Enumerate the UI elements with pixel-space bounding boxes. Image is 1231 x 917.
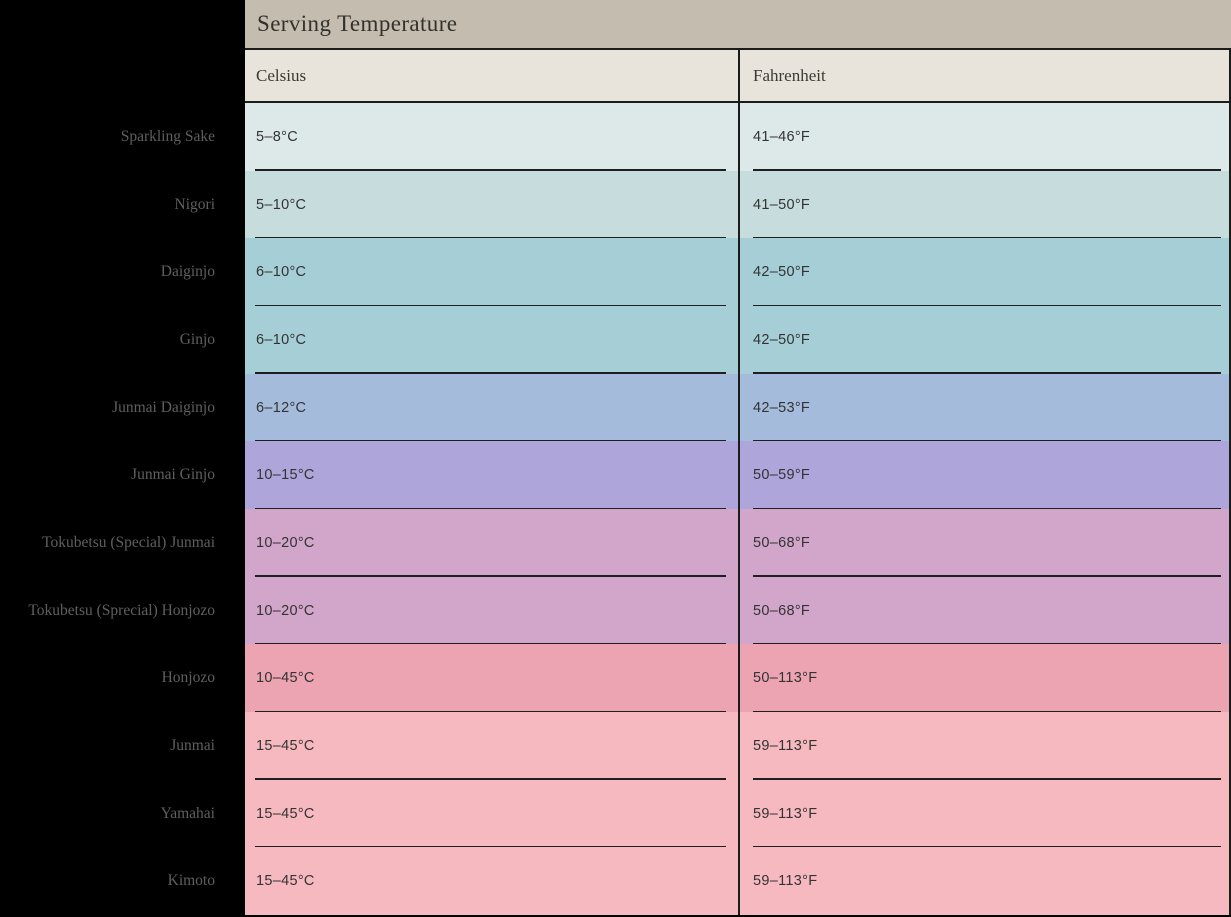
row-label-daiginjo: Daiginjo bbox=[160, 263, 215, 281]
row-label-nigori: Nigori bbox=[174, 195, 215, 213]
row-label-honjozo: Honjozo bbox=[161, 669, 215, 687]
fahrenheit-cell: 59–113°F bbox=[740, 847, 1229, 915]
celsius-value: 6–10°C bbox=[256, 264, 307, 281]
row-label-junmai-daiginjo: Junmai Daiginjo bbox=[112, 398, 215, 416]
table-row-yamahai: 15–45°C 59–113°F bbox=[245, 779, 1231, 848]
row-label-junmai: Junmai bbox=[170, 736, 215, 754]
celsius-value: 6–10°C bbox=[256, 331, 307, 348]
table-row-ginjo: 6–10°C 42–50°F bbox=[245, 306, 1231, 374]
celsius-cell: 15–45°C bbox=[245, 847, 740, 916]
sidebar-spacer bbox=[0, 0, 245, 103]
fahrenheit-cell: 42–50°F bbox=[740, 306, 1229, 374]
fahrenheit-cell: 59–113°F bbox=[740, 712, 1229, 780]
table-rows: 5–8°C 41–46°F 5–10°C 41–50°F 6–10°C 42–50°F 6–… bbox=[245, 103, 1231, 916]
table-row-nigori: 5–10°C 41–50°F bbox=[245, 170, 1231, 239]
fahrenheit-value: 50–68°F bbox=[753, 602, 811, 619]
fahrenheit-value: 41–50°F bbox=[753, 196, 811, 213]
celsius-cell: 10–45°C bbox=[245, 644, 740, 713]
fahrenheit-cell: 59–113°F bbox=[740, 780, 1229, 848]
fahrenheit-cell: 50–59°F bbox=[740, 441, 1229, 509]
celsius-value: 6–12°C bbox=[256, 399, 307, 416]
table-row-junmai-ginjo: 10–15°C 50–59°F bbox=[245, 441, 1231, 510]
table-row-kimoto: 15–45°C 59–113°F bbox=[245, 847, 1231, 916]
celsius-cell: 6–12°C bbox=[245, 373, 740, 442]
table-row-tokubetsu-sprecial-honjozo: 10–20°C 50–68°F bbox=[245, 576, 1231, 645]
row-label-junmai-ginjo: Junmai Ginjo bbox=[131, 466, 215, 484]
celsius-cell: 6–10°C bbox=[245, 238, 740, 307]
row-labels-list: Sparkling Sake Nigori Daiginjo Ginjo Junmai … bbox=[0, 103, 245, 915]
fahrenheit-value: 50–113°F bbox=[753, 670, 818, 687]
row-label-tokubetsu-special-junmai: Tokubetsu (Special) Junmai bbox=[42, 533, 215, 551]
fahrenheit-value: 59–113°F bbox=[753, 737, 818, 754]
fahrenheit-cell: 50–68°F bbox=[740, 509, 1229, 577]
celsius-cell: 6–10°C bbox=[245, 306, 740, 374]
fahrenheit-cell: 41–46°F bbox=[740, 103, 1229, 171]
fahrenheit-value: 50–68°F bbox=[753, 534, 811, 551]
celsius-cell: 15–45°C bbox=[245, 779, 740, 848]
fahrenheit-value: 42–53°F bbox=[753, 399, 811, 416]
table-row-sparkling-sake: 5–8°C 41–46°F bbox=[245, 103, 1231, 171]
celsius-value: 15–45°C bbox=[256, 737, 315, 754]
row-label-tokubetsu-sprecial-honjozo: Tokubetsu (Sprecial) Honjozo bbox=[28, 601, 215, 619]
row-label-ginjo: Ginjo bbox=[179, 330, 215, 348]
celsius-cell: 5–10°C bbox=[245, 170, 740, 239]
fahrenheit-value: 42–50°F bbox=[753, 264, 811, 281]
celsius-cell: 10–20°C bbox=[245, 509, 740, 577]
fahrenheit-cell: 42–53°F bbox=[740, 374, 1229, 442]
celsius-value: 5–8°C bbox=[256, 128, 298, 145]
celsius-value: 5–10°C bbox=[256, 196, 307, 213]
table-row-daiginjo: 6–10°C 42–50°F bbox=[245, 238, 1231, 307]
page-title: Serving Temperature bbox=[257, 11, 458, 36]
title-bar: Serving Temperature bbox=[245, 0, 1231, 50]
column-header-fahrenheit: Fahrenheit bbox=[740, 50, 1229, 101]
row-label-kimoto: Kimoto bbox=[167, 872, 215, 890]
celsius-value: 15–45°C bbox=[256, 805, 315, 822]
table-row-junmai-daiginjo: 6–12°C 42–53°F bbox=[245, 373, 1231, 442]
celsius-cell: 15–45°C bbox=[245, 712, 740, 780]
fahrenheit-cell: 42–50°F bbox=[740, 238, 1229, 306]
table-row-junmai: 15–45°C 59–113°F bbox=[245, 712, 1231, 780]
row-label-yamahai: Yamahai bbox=[160, 804, 215, 822]
fahrenheit-cell: 50–68°F bbox=[740, 577, 1229, 645]
fahrenheit-cell: 41–50°F bbox=[740, 171, 1229, 239]
fahrenheit-value: 41–46°F bbox=[753, 128, 811, 145]
row-label-sparkling-sake: Sparkling Sake bbox=[120, 127, 215, 145]
row-labels-sidebar: Sparkling Sake Nigori Daiginjo Ginjo Junmai … bbox=[0, 0, 245, 917]
celsius-value: 15–45°C bbox=[256, 873, 315, 890]
fahrenheit-value: 50–59°F bbox=[753, 467, 811, 484]
column-header-celsius: Celsius bbox=[245, 50, 740, 101]
fahrenheit-value: 59–113°F bbox=[753, 873, 818, 890]
column-headers-row: Celsius Fahrenheit bbox=[245, 50, 1231, 103]
celsius-cell: 5–8°C bbox=[245, 103, 740, 171]
table-row-tokubetsu-special-junmai: 10–20°C 50–68°F bbox=[245, 509, 1231, 577]
celsius-cell: 10–15°C bbox=[245, 441, 740, 510]
fahrenheit-value: 42–50°F bbox=[753, 331, 811, 348]
column-header-fahrenheit-label: Fahrenheit bbox=[753, 65, 826, 85]
fahrenheit-value: 59–113°F bbox=[753, 805, 818, 822]
column-header-celsius-label: Celsius bbox=[256, 65, 307, 85]
fahrenheit-cell: 50–113°F bbox=[740, 644, 1229, 712]
table-row-honjozo: 10–45°C 50–113°F bbox=[245, 644, 1231, 713]
celsius-value: 10–45°C bbox=[256, 670, 315, 687]
table-content: Serving Temperature Celsius Fahrenheit 5… bbox=[245, 0, 1231, 916]
celsius-value: 10–15°C bbox=[256, 467, 315, 484]
celsius-value: 10–20°C bbox=[256, 602, 315, 619]
celsius-cell: 10–20°C bbox=[245, 576, 740, 645]
celsius-value: 10–20°C bbox=[256, 534, 315, 551]
